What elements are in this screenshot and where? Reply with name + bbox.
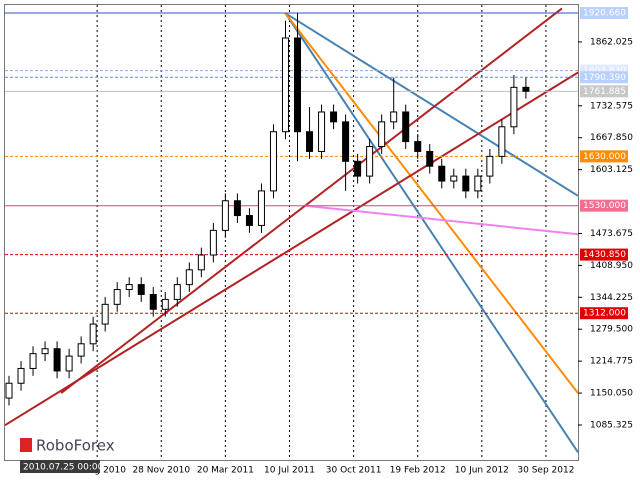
y-tick-label: 1279.500	[590, 325, 633, 335]
level-label: 1530.000	[583, 201, 626, 211]
x-tick-label: 10 Jul 2011	[264, 466, 315, 476]
candle-body	[125, 284, 133, 291]
candle-body	[510, 86, 518, 128]
candle-body	[402, 111, 410, 143]
candle-body	[53, 348, 61, 372]
candle-body	[5, 382, 13, 399]
x-tick-label: 30 Oct 2011	[326, 466, 382, 476]
y-tick-label: 1603.125	[590, 165, 633, 175]
level-label-bg	[580, 71, 628, 84]
candle-body	[185, 269, 193, 286]
level-label-bg	[580, 199, 628, 212]
candle-body	[281, 37, 289, 133]
level-label: 1430.850	[583, 250, 626, 260]
trend-line	[305, 204, 579, 236]
y-tick-label: 1667.850	[590, 133, 633, 143]
x-tick-label: 28 Nov 2010	[132, 466, 190, 476]
candle-body	[113, 289, 121, 305]
candle-body	[173, 284, 181, 300]
level-label: 1312.000	[583, 309, 626, 319]
candle-body	[306, 131, 314, 152]
candle-body	[522, 86, 530, 92]
candle-body	[318, 111, 326, 152]
candle-body	[474, 175, 482, 192]
y-tick-label: 1344.225	[590, 293, 633, 303]
level-label: 1630.000	[583, 152, 626, 162]
candle-body	[462, 175, 470, 192]
x-tick-label: 10 Jun 2012	[455, 466, 509, 476]
candle-body	[149, 293, 157, 310]
y-tick-label: 1862.025	[590, 37, 633, 47]
crosshair-label-bg	[20, 460, 100, 473]
candle-body	[426, 150, 434, 167]
candle-body	[366, 146, 374, 177]
candle-body	[209, 229, 217, 256]
candle-body	[390, 111, 398, 123]
level-label: 1790.390	[583, 73, 626, 83]
level-label: 1920.660	[583, 9, 626, 19]
level-label-bg	[580, 248, 628, 261]
plot-frame	[4, 4, 579, 461]
candle-body	[41, 348, 49, 355]
candle-body	[197, 254, 205, 271]
watermark-text: RoboForex	[36, 437, 115, 455]
level-label-bg	[580, 85, 628, 98]
trend-line	[4, 71, 579, 427]
y-tick-label: 1408.950	[590, 261, 633, 271]
candle-body	[221, 200, 229, 231]
candle-body	[101, 303, 109, 325]
trend-line	[284, 12, 579, 394]
x-tick-label: 19 Feb 2012	[390, 466, 446, 476]
candle-body	[77, 343, 85, 357]
level-label-bg	[580, 150, 628, 163]
candle-body	[330, 111, 338, 123]
watermark: RoboForex	[20, 437, 115, 455]
candle-body	[450, 175, 458, 182]
trend-line	[60, 7, 563, 394]
y-tick-label: 1214.775	[590, 357, 633, 367]
level-label-bg	[580, 7, 628, 20]
candle-body	[486, 155, 494, 177]
candle-body	[354, 160, 362, 177]
candle-body	[438, 165, 446, 182]
trend-line	[284, 12, 579, 453]
candle-body	[294, 37, 302, 133]
candle-body	[257, 190, 265, 226]
trend-line	[284, 12, 579, 197]
candle-body	[414, 141, 422, 152]
candle-body	[161, 298, 169, 310]
candle-body	[342, 121, 350, 162]
candle-body	[378, 121, 386, 148]
candle-body	[269, 131, 277, 192]
y-tick-label: 1473.675	[590, 229, 633, 239]
candle-body	[233, 200, 241, 217]
x-tick-label: 30 Sep 2012	[517, 466, 574, 476]
candle-body	[89, 323, 97, 345]
candle-body	[137, 284, 145, 295]
level-label-bg	[580, 307, 628, 320]
logo-icon	[20, 438, 32, 452]
candle-body	[245, 215, 253, 226]
x-tick-label: 20 Mar 2011	[197, 466, 254, 476]
candle-body	[17, 367, 25, 384]
candle-body	[65, 355, 73, 372]
level-label: 1761.885	[583, 87, 626, 97]
candle-body	[29, 353, 37, 369]
y-tick-label: 1150.050	[590, 389, 633, 399]
y-tick-label: 1085.325	[590, 421, 633, 431]
candle-body	[498, 126, 506, 157]
y-tick-label: 1732.575	[590, 101, 633, 111]
level-label: 1803.830	[583, 66, 626, 76]
crosshair-label: 2010.07.25 00:00	[23, 463, 104, 473]
